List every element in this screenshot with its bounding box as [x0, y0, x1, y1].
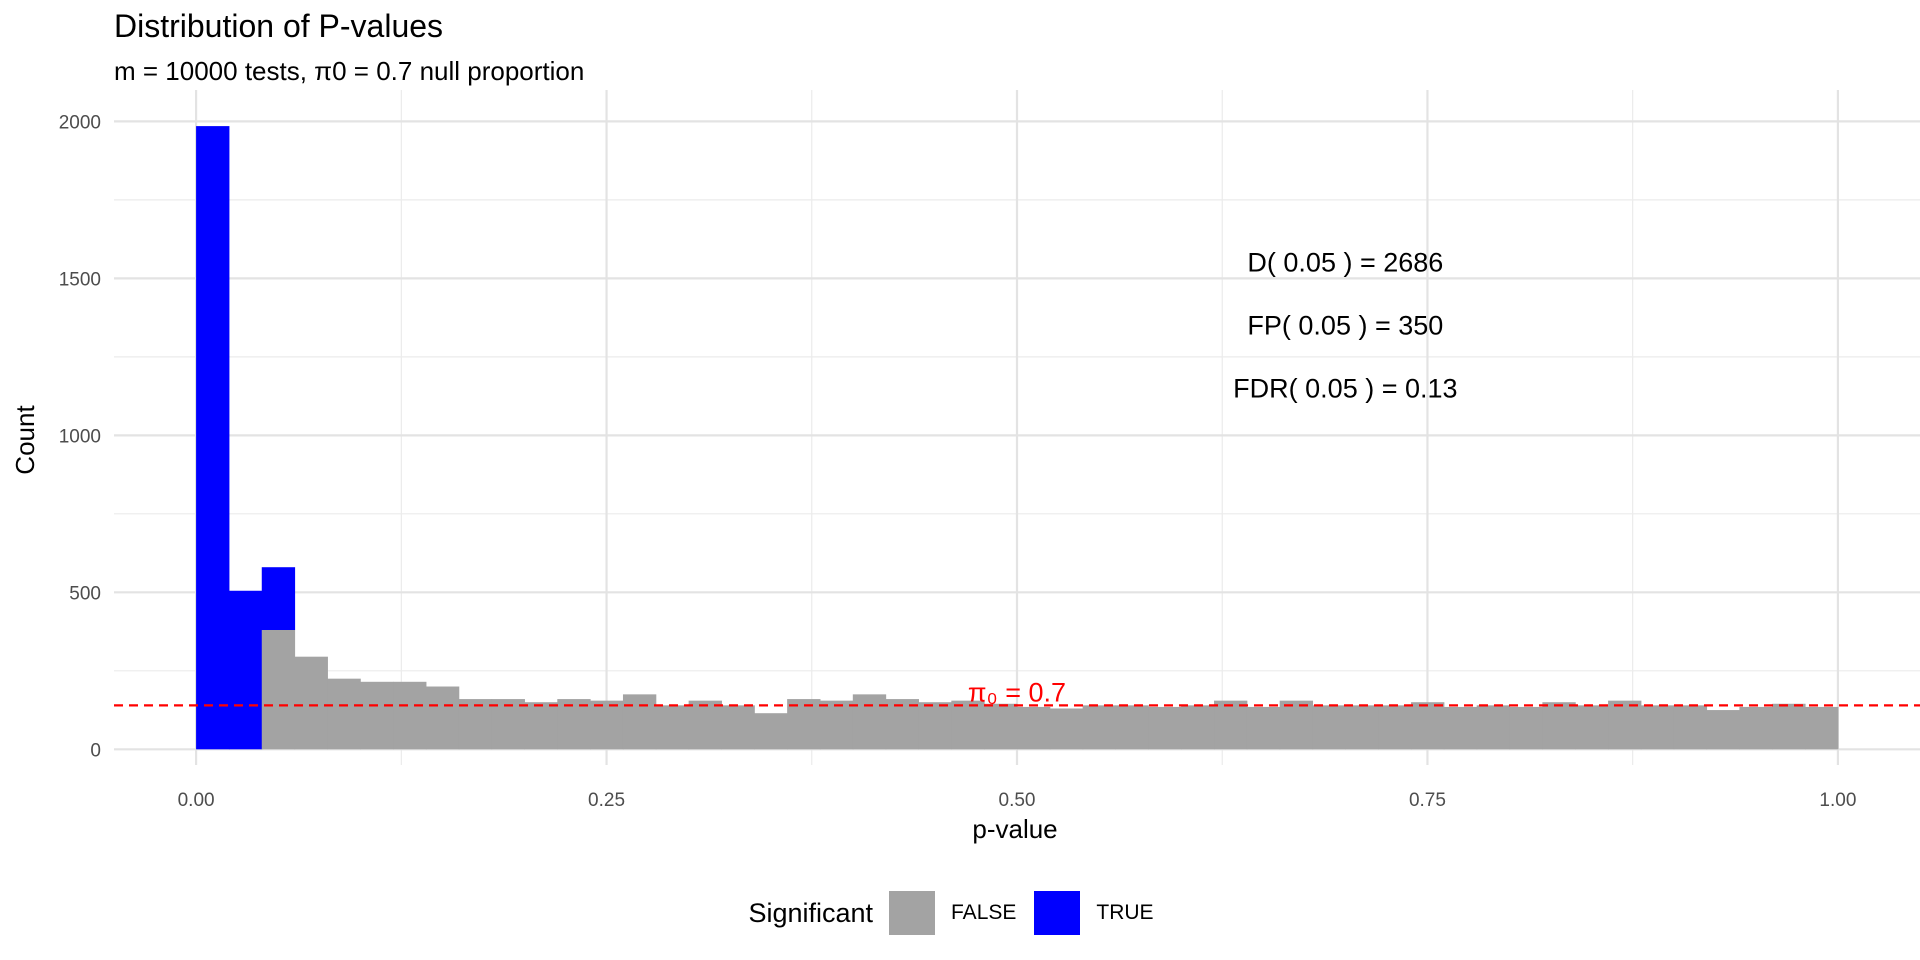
- bar-false-bin-39: [1476, 705, 1511, 750]
- bar-false-bin-7: [425, 686, 460, 750]
- bar-false-bin-35: [1345, 705, 1379, 750]
- bar-false-bin-17: [754, 713, 788, 750]
- y-tick-label: 1500: [59, 269, 101, 290]
- bar-false-bin-10: [524, 702, 558, 750]
- bar-false-bin-19: [819, 700, 854, 750]
- bar-false-bin-18: [787, 699, 821, 750]
- bar-false-bin-29: [1148, 706, 1182, 750]
- bar-false-bin-28: [1115, 705, 1149, 750]
- x-tick-label: 0.50: [999, 790, 1036, 811]
- reference-line-layer: π₀ = 0.7: [114, 677, 1920, 707]
- bar-false-bin-43: [1608, 700, 1642, 750]
- x-tick-label: 0.00: [178, 790, 215, 811]
- x-tick-label: 0.25: [588, 790, 625, 811]
- bar-true-bin-2: [261, 567, 296, 630]
- y-tick-label: 500: [69, 583, 101, 604]
- legend-title: Significant: [748, 897, 874, 928]
- reference-line-label: π₀ = 0.7: [968, 677, 1066, 707]
- legend: Significant FALSE TRUE: [0, 888, 1920, 938]
- bar-false-bin-38: [1443, 706, 1478, 750]
- bar-false-bin-49: [1805, 706, 1839, 750]
- annotation-0: D( 0.05 ) = 2686: [1247, 248, 1443, 278]
- bar-false-bin-27: [1082, 705, 1117, 750]
- annotation-2: FDR( 0.05 ) = 0.13: [1233, 373, 1457, 403]
- legend-label-false: FALSE: [951, 901, 1017, 924]
- bar-false-bin-2: [261, 630, 296, 750]
- legend-key-false: [889, 891, 936, 935]
- bar-false-bin-24: [984, 703, 1018, 750]
- bar-false-bin-14: [655, 705, 690, 750]
- bar-false-bin-45: [1673, 705, 1708, 750]
- x-tick-label: 0.75: [1409, 790, 1446, 811]
- bar-false-bin-36: [1378, 705, 1412, 750]
- plot-area: π₀ = 0.7 0.00 0.25 0.50 0.75 1.00 0 500 1000 150…: [10, 90, 1920, 844]
- bar-false-bin-30: [1181, 705, 1215, 750]
- ticks-layer: 0.00 0.25 0.50 0.75 1.00 0 500 1000 1500 2000: [59, 112, 1857, 811]
- y-axis-title: Count: [10, 405, 40, 475]
- bar-false-bin-4: [327, 678, 361, 750]
- bar-false-bin-42: [1575, 705, 1609, 750]
- bar-false-bin-46: [1706, 710, 1740, 750]
- bars-layer: [196, 126, 1839, 750]
- annotation-1: FP( 0.05 ) = 350: [1247, 310, 1443, 340]
- grid-layer: [114, 90, 1920, 765]
- bar-false-bin-23: [951, 700, 985, 750]
- bar-false-bin-9: [491, 699, 525, 750]
- chart-subtitle: m = 10000 tests, π0 = 0.7 null proportio…: [114, 56, 585, 86]
- bar-false-bin-3: [294, 656, 328, 750]
- bar-false-bin-21: [885, 699, 919, 750]
- bar-false-bin-31: [1214, 700, 1248, 750]
- bar-false-bin-33: [1279, 700, 1314, 750]
- y-tick-label: 1000: [59, 426, 101, 447]
- legend-label-true: TRUE: [1096, 901, 1154, 924]
- bar-false-bin-25: [1017, 706, 1051, 750]
- annotations-layer: D( 0.05 ) = 2686 FP( 0.05 ) = 350 FDR( 0.0…: [1233, 248, 1457, 404]
- bar-false-bin-47: [1739, 706, 1773, 750]
- bar-false-bin-22: [918, 702, 952, 750]
- bar-false-bin-6: [393, 681, 427, 750]
- bar-true-bin-0: [196, 126, 230, 750]
- legend-key-true: [1034, 891, 1081, 935]
- x-axis-title: p-value: [972, 814, 1057, 844]
- bar-false-bin-34: [1312, 705, 1346, 750]
- y-tick-label: 0: [90, 740, 101, 761]
- bar-false-bin-26: [1049, 708, 1084, 750]
- bar-false-bin-20: [852, 694, 887, 750]
- bar-false-bin-41: [1542, 702, 1576, 750]
- chart-title: Distribution of P-values: [114, 8, 444, 44]
- bar-false-bin-12: [590, 700, 624, 750]
- bar-false-bin-32: [1246, 706, 1281, 750]
- bar-false-bin-13: [622, 694, 657, 750]
- bar-true-bin-1: [228, 590, 263, 750]
- bar-false-bin-11: [557, 699, 591, 750]
- bar-false-bin-37: [1411, 702, 1445, 750]
- y-tick-label: 2000: [59, 112, 101, 133]
- x-tick-label: 1.00: [1819, 790, 1856, 811]
- bar-false-bin-16: [721, 705, 755, 750]
- bar-false-bin-5: [360, 681, 394, 750]
- bar-false-bin-8: [458, 699, 493, 750]
- bar-false-bin-15: [688, 700, 722, 750]
- bar-false-bin-48: [1772, 703, 1806, 750]
- bar-false-bin-40: [1509, 706, 1543, 750]
- bar-false-bin-44: [1640, 705, 1675, 750]
